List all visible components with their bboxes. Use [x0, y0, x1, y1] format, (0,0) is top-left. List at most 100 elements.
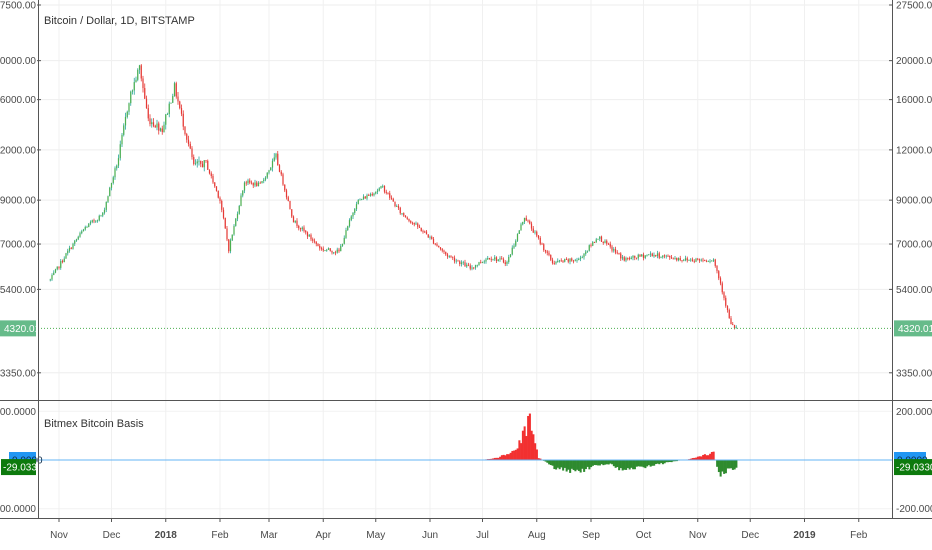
candle-down[interactable]	[296, 218, 298, 228]
candle-down[interactable]	[676, 257, 678, 262]
basis-bar-positive[interactable]	[493, 457, 496, 460]
candle-up[interactable]	[350, 215, 352, 222]
candle-up[interactable]	[102, 212, 104, 218]
candle-down[interactable]	[329, 248, 331, 252]
basis-bar-negative[interactable]	[632, 460, 635, 470]
candle-up[interactable]	[362, 194, 365, 200]
candle-down[interactable]	[467, 262, 470, 267]
basis-bar-negative[interactable]	[581, 460, 584, 469]
candle-up[interactable]	[380, 185, 382, 189]
basis-bar-positive[interactable]	[537, 458, 540, 460]
basis-bar-negative[interactable]	[604, 460, 607, 465]
candle-up[interactable]	[648, 254, 650, 256]
candle-up[interactable]	[242, 190, 244, 198]
basis-bar-negative[interactable]	[577, 460, 580, 471]
candle-up[interactable]	[376, 188, 379, 195]
candle-down[interactable]	[184, 126, 186, 136]
candle-down[interactable]	[392, 197, 394, 202]
candle-down[interactable]	[226, 226, 228, 242]
candle-down[interactable]	[193, 154, 195, 166]
candle-up[interactable]	[233, 224, 235, 236]
candle-up[interactable]	[133, 77, 135, 95]
candle-down[interactable]	[61, 259, 64, 264]
basis-bar-negative[interactable]	[588, 460, 591, 470]
basis-bar-negative[interactable]	[656, 460, 659, 464]
candle-down[interactable]	[651, 252, 653, 257]
candle-up[interactable]	[595, 237, 597, 243]
basis-bar-negative[interactable]	[605, 460, 608, 465]
candle-down[interactable]	[431, 235, 433, 240]
candle-down[interactable]	[256, 180, 258, 187]
candle-down[interactable]	[480, 259, 482, 264]
candle-down[interactable]	[702, 257, 704, 263]
candle-down[interactable]	[693, 259, 695, 264]
candle-up[interactable]	[75, 238, 78, 242]
candle-down[interactable]	[614, 246, 617, 255]
basis-bar-negative[interactable]	[646, 460, 649, 467]
basis-bar-negative[interactable]	[558, 460, 561, 470]
candle-up[interactable]	[341, 243, 344, 247]
candle-down[interactable]	[406, 216, 408, 220]
candle-down[interactable]	[611, 244, 613, 253]
basis-bar-negative[interactable]	[658, 460, 661, 465]
basis-bar-negative[interactable]	[651, 460, 654, 466]
basis-bar-negative[interactable]	[674, 460, 677, 462]
basis-bar-negative[interactable]	[576, 460, 579, 470]
candle-down[interactable]	[445, 251, 447, 256]
basis-bar-positive[interactable]	[534, 443, 537, 460]
candle-down[interactable]	[728, 308, 730, 319]
candle-down[interactable]	[222, 207, 225, 220]
basis-bar-negative[interactable]	[602, 460, 605, 466]
basis-bar-negative[interactable]	[726, 460, 729, 469]
basis-bar-negative[interactable]	[733, 460, 736, 470]
candle-down[interactable]	[546, 250, 548, 256]
candle-up[interactable]	[173, 81, 176, 97]
candle-up[interactable]	[485, 257, 487, 264]
basis-bar-negative[interactable]	[640, 460, 643, 467]
candle-up[interactable]	[581, 255, 583, 259]
basis-bar-positive[interactable]	[705, 455, 708, 460]
candle-up[interactable]	[712, 258, 715, 263]
candle-down[interactable]	[298, 224, 300, 231]
candle-up[interactable]	[487, 255, 489, 260]
basis-bar-positive[interactable]	[700, 456, 703, 460]
candle-up[interactable]	[156, 119, 158, 131]
candle-up[interactable]	[555, 260, 557, 265]
candle-down[interactable]	[408, 218, 410, 223]
candle-up[interactable]	[159, 127, 162, 132]
basis-bar-negative[interactable]	[583, 460, 586, 472]
candle-down[interactable]	[572, 259, 575, 264]
candle-down[interactable]	[539, 236, 541, 246]
candle-up[interactable]	[630, 256, 632, 260]
basis-bar-negative[interactable]	[654, 460, 657, 465]
candle-up[interactable]	[294, 220, 296, 224]
basis-bar-negative[interactable]	[639, 460, 642, 467]
basis-bar-negative[interactable]	[621, 460, 624, 471]
candle-down[interactable]	[186, 132, 188, 143]
basis-bar-positive[interactable]	[702, 454, 705, 460]
basis-bar-negative[interactable]	[644, 460, 647, 469]
candle-up[interactable]	[105, 201, 107, 213]
candle-up[interactable]	[95, 220, 97, 223]
candle-down[interactable]	[411, 221, 414, 225]
candle-down[interactable]	[313, 238, 316, 244]
candle-up[interactable]	[578, 257, 580, 261]
candle-up[interactable]	[474, 264, 477, 270]
candle-up[interactable]	[448, 255, 450, 259]
candle-down[interactable]	[250, 180, 253, 185]
candle-up[interactable]	[695, 257, 697, 263]
basis-bar-positive[interactable]	[696, 456, 699, 460]
candle-down[interactable]	[548, 250, 550, 257]
candle-down[interactable]	[179, 100, 181, 110]
candle-down[interactable]	[655, 254, 657, 257]
candle-up[interactable]	[107, 195, 109, 204]
basis-bar-negative[interactable]	[611, 460, 614, 465]
basis-bar-negative[interactable]	[548, 460, 551, 465]
basis-bar-negative[interactable]	[735, 460, 738, 468]
candle-up[interactable]	[646, 254, 648, 257]
candle-down[interactable]	[187, 135, 190, 147]
candle-up[interactable]	[348, 218, 351, 228]
candle-down[interactable]	[142, 75, 144, 93]
candle-up[interactable]	[60, 259, 62, 270]
basis-bar-positive[interactable]	[698, 456, 701, 460]
